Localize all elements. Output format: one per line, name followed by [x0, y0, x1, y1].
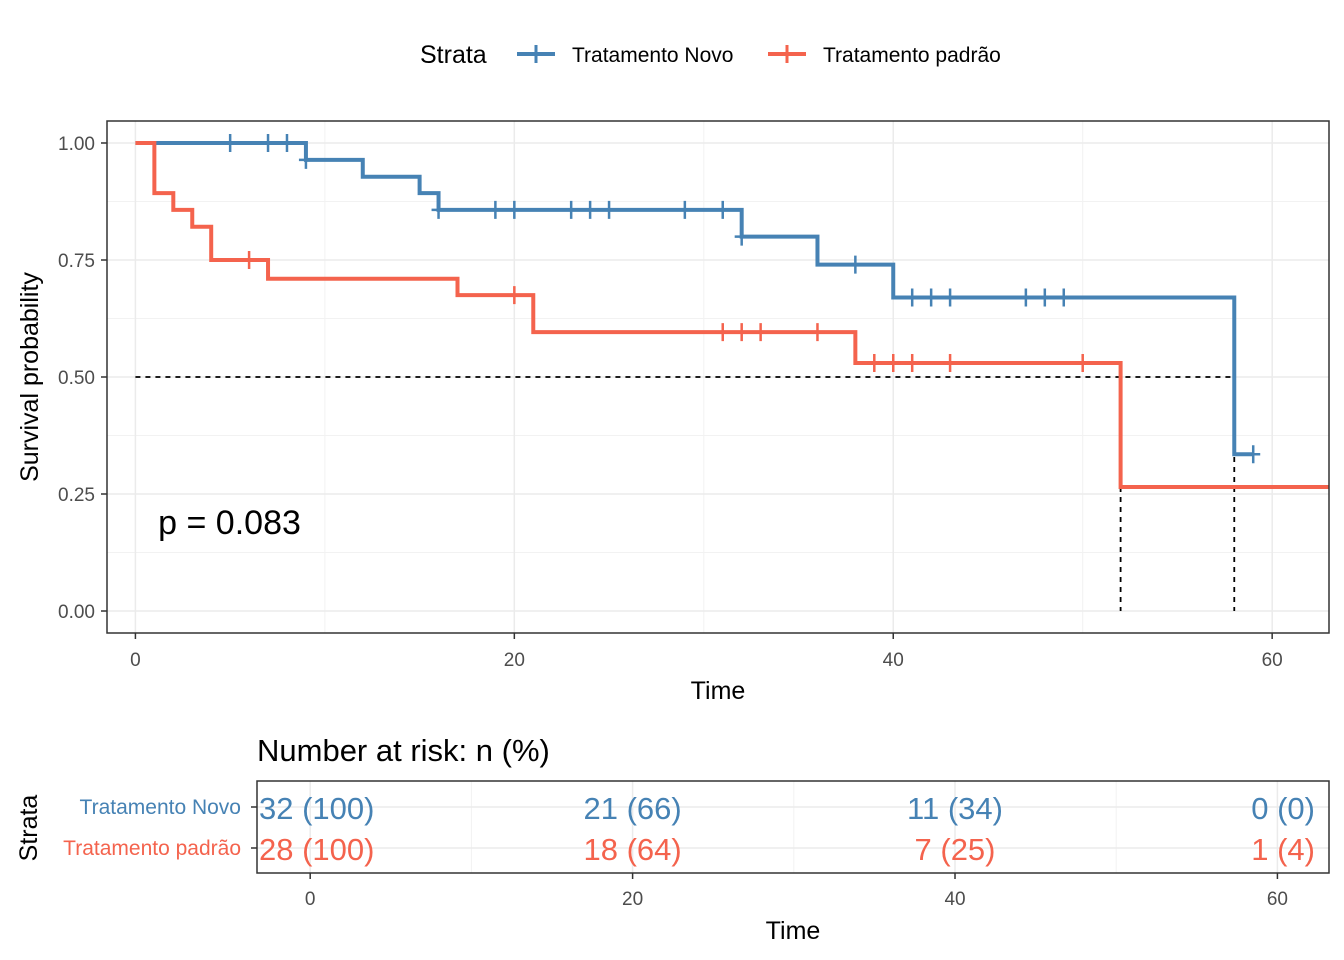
survival-curve-2 — [135, 140, 1329, 489]
censor-mark-1-21 — [1246, 445, 1261, 464]
censor-mark-1-19 — [1037, 288, 1052, 307]
y-tick-label-3: 0.50 — [58, 368, 95, 389]
censor-mark-1-7 — [507, 200, 522, 219]
risk-x-tick-label-3: 40 — [944, 889, 965, 910]
legend: Strata Tratamento Novo Tratamento padrão — [420, 41, 1001, 69]
p-value-annotation: p = 0.083 — [158, 504, 301, 542]
censor-mark-1-16 — [924, 288, 939, 307]
censor-mark-1-13 — [734, 227, 749, 246]
y-axis-label: Survival probability — [16, 272, 44, 482]
y-tick-label-2: 0.25 — [58, 485, 95, 506]
risk-row-label-1: Tratamento Novo — [80, 796, 241, 819]
x-tick-label-4: 60 — [1262, 650, 1283, 671]
risk-table-title: Number at risk: n (%) — [257, 733, 550, 768]
x-axis-label: Time — [691, 677, 746, 705]
censor-mark-1-1 — [223, 133, 238, 152]
censor-mark-1-5 — [431, 200, 446, 219]
censor-mark-2-11 — [1075, 353, 1090, 372]
censor-mark-2-10 — [943, 353, 958, 372]
risk-cell-1-1: 32 (100) — [259, 791, 374, 826]
y-tick-label-1: 0.00 — [58, 602, 95, 623]
censor-mark-1-15 — [905, 288, 920, 307]
risk-y-axis-label: Strata — [15, 795, 43, 862]
risk-cell-1-2: 21 (66) — [583, 791, 681, 826]
x-tick-label-2: 20 — [504, 650, 525, 671]
x-tick-label-1: 0 — [130, 650, 141, 671]
risk-cell-2-2: 18 (64) — [583, 832, 681, 867]
censor-mark-1-11 — [677, 200, 692, 219]
censor-mark-1-2 — [261, 133, 276, 152]
risk-x-tick-label-1: 0 — [305, 889, 316, 910]
censor-mark-2-9 — [905, 353, 920, 372]
censor-mark-2-1 — [242, 250, 257, 269]
risk-cell-2-1: 28 (100) — [259, 832, 374, 867]
risk-cell-2-4: 1 (4) — [1251, 832, 1315, 867]
risk-x-tick-label-4: 60 — [1267, 889, 1288, 910]
censor-mark-1-12 — [715, 200, 730, 219]
legend-title: Strata — [420, 41, 487, 69]
y-tick-label-5: 1.00 — [58, 134, 95, 155]
censor-mark-1-4 — [298, 150, 313, 169]
censor-mark-1-18 — [1018, 288, 1033, 307]
censor-mark-2-2 — [507, 286, 522, 305]
survival-curve-1 — [135, 140, 1254, 457]
x-tick-label-3: 40 — [883, 650, 904, 671]
risk-cell-2-3: 7 (25) — [915, 832, 996, 867]
censor-mark-1-6 — [488, 200, 503, 219]
risk-panel-border — [256, 780, 1330, 874]
censor-mark-1-3 — [279, 133, 294, 152]
risk-cell-1-4: 0 (0) — [1251, 791, 1315, 826]
censor-mark-2-6 — [810, 323, 825, 342]
censor-mark-2-8 — [886, 353, 901, 372]
risk-x-axis-label: Time — [766, 917, 821, 945]
legend-label-1: Tratamento Novo — [572, 44, 733, 67]
censor-mark-1-17 — [943, 288, 958, 307]
censor-mark-1-8 — [564, 200, 579, 219]
risk-cell-1-3: 11 (34) — [907, 791, 1003, 826]
legend-label-2: Tratamento padrão — [823, 44, 1001, 67]
survival-curves — [135, 133, 1329, 489]
censor-mark-1-9 — [583, 200, 598, 219]
censor-mark-2-7 — [867, 353, 882, 372]
y-tick-label-4: 0.75 — [58, 251, 95, 272]
risk-row-label-2: Tratamento padrão — [63, 837, 241, 860]
censor-mark-2-4 — [734, 323, 749, 342]
risk-table: Number at risk: n (%) 32 (100) 21 (66) 11 (… — [15, 733, 1330, 945]
censor-mark-1-14 — [848, 255, 863, 274]
risk-x-tick-label-2: 20 — [622, 889, 643, 910]
censor-mark-1-20 — [1056, 288, 1071, 307]
censor-mark-1-10 — [602, 200, 617, 219]
censor-mark-2-3 — [715, 323, 730, 342]
censor-mark-2-5 — [753, 323, 768, 342]
survival-plot: 0 20 40 60 0.00 0.25 0.50 0.75 1.00 Time Survival … — [16, 120, 1330, 705]
